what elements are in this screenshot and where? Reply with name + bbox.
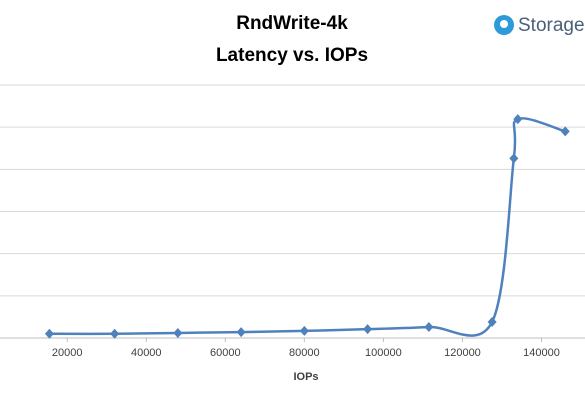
series-line bbox=[49, 117, 566, 337]
data-point bbox=[560, 126, 570, 137]
x-tick-label: 140000 bbox=[523, 347, 560, 359]
data-point bbox=[509, 153, 519, 164]
logo-text: Storage bbox=[518, 15, 585, 36]
data-point bbox=[299, 325, 309, 336]
x-tick-label: 60000 bbox=[210, 347, 241, 359]
x-axis-label: IOPs bbox=[293, 371, 318, 383]
data-point bbox=[487, 316, 497, 327]
logo: Storage bbox=[494, 15, 585, 36]
data-point bbox=[110, 328, 120, 339]
data-point bbox=[236, 327, 246, 338]
logo-icon-hole bbox=[500, 20, 508, 28]
data-point bbox=[424, 322, 434, 333]
chart-subtitle: Latency vs. IOPs bbox=[216, 45, 368, 66]
x-tick-label: 120000 bbox=[444, 347, 481, 359]
x-tick-label: 40000 bbox=[131, 347, 162, 359]
x-tick-label: 80000 bbox=[289, 347, 320, 359]
x-tick-label: 20000 bbox=[52, 347, 83, 359]
data-point bbox=[173, 327, 183, 338]
data-point bbox=[363, 324, 373, 335]
data-point bbox=[513, 114, 523, 125]
chart-title: RndWrite-4k bbox=[236, 13, 348, 34]
x-tick-label: 100000 bbox=[365, 347, 402, 359]
data-point bbox=[44, 328, 54, 339]
